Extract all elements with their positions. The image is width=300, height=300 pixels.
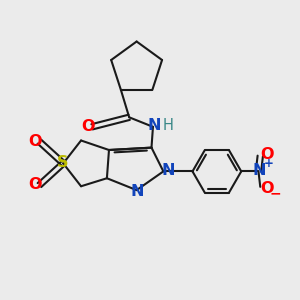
Text: −: − <box>270 186 281 200</box>
Text: S: S <box>57 155 68 170</box>
Text: H: H <box>163 118 174 133</box>
Text: O: O <box>82 119 95 134</box>
Text: O: O <box>260 147 274 162</box>
Text: N: N <box>161 163 175 178</box>
Text: O: O <box>260 181 274 196</box>
Text: O: O <box>28 177 42 192</box>
Text: +: + <box>264 157 274 170</box>
Text: N: N <box>130 184 144 200</box>
Text: N: N <box>148 118 161 133</box>
Text: O: O <box>28 134 42 148</box>
Text: N: N <box>252 163 266 178</box>
